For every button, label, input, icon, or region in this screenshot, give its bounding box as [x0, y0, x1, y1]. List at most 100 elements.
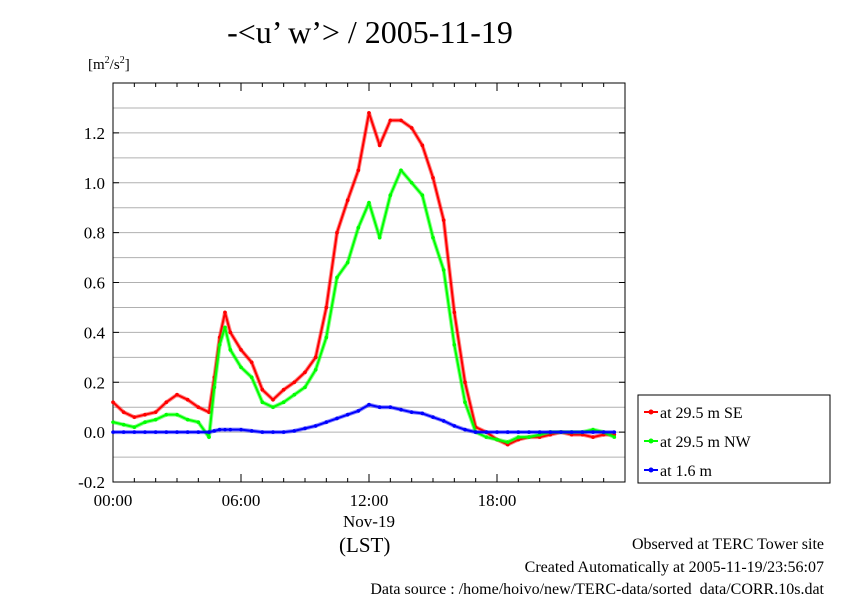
- data-point: [239, 365, 243, 370]
- data-point: [292, 429, 297, 433]
- data-point: [495, 430, 499, 434]
- data-point: [409, 180, 414, 185]
- data-point: [388, 405, 393, 409]
- legend-label: at 29.5 m SE: [660, 405, 743, 422]
- footer-created: Created Automatically at 2005-11-19/23:5…: [524, 559, 824, 576]
- data-point: [452, 424, 457, 428]
- data-point: [345, 198, 350, 203]
- chart-title: -<u’ w’> / 2005-11-19: [227, 14, 513, 50]
- data-point: [121, 410, 126, 414]
- data-point: [324, 305, 329, 310]
- data-point: [612, 435, 617, 439]
- data-point: [223, 325, 227, 330]
- data-point: [569, 430, 574, 434]
- data-point: [228, 348, 233, 352]
- data-point: [303, 370, 307, 375]
- x-axis-label: (LST): [339, 533, 391, 557]
- data-point: [388, 193, 393, 198]
- data-point: [143, 412, 147, 417]
- data-point: [591, 435, 595, 439]
- data-point: [260, 387, 265, 392]
- data-point: [196, 420, 201, 424]
- data-point: [271, 397, 275, 402]
- data-point: [431, 175, 435, 180]
- data-point: [452, 343, 457, 347]
- legend-box: [637, 394, 831, 484]
- data-point: [111, 400, 115, 405]
- data-point: [217, 343, 222, 347]
- data-point: [153, 417, 158, 422]
- data-point: [345, 412, 350, 417]
- data-point: [367, 111, 371, 115]
- data-point: [121, 422, 126, 427]
- data-point: [377, 143, 382, 148]
- data-point: [441, 268, 446, 272]
- data-point: [345, 260, 350, 265]
- data-point: [601, 430, 606, 434]
- data-point: [271, 430, 275, 434]
- data-point: [612, 430, 617, 434]
- data-point: [175, 392, 179, 397]
- data-point: [303, 385, 307, 390]
- data-point: [527, 430, 531, 434]
- data-point: [377, 235, 382, 240]
- data-point: [260, 400, 265, 405]
- y-tick-label: 0.4: [84, 323, 106, 342]
- data-point: [292, 392, 297, 397]
- data-point: [281, 387, 286, 392]
- x-tick-label: 06:00: [222, 491, 261, 510]
- data-point: [212, 429, 217, 433]
- data-point: [132, 425, 137, 429]
- y-tick-label: -0.2: [78, 473, 105, 492]
- data-point: [281, 400, 286, 405]
- data-point: [527, 435, 531, 439]
- footer-site: Observed at TERC Tower site: [631, 536, 824, 553]
- y-tick-label: 1.0: [84, 174, 105, 193]
- data-point: [580, 430, 585, 434]
- data-point: [484, 435, 489, 439]
- legend-label: at 1.6 m: [660, 463, 713, 480]
- data-point: [516, 435, 521, 439]
- data-point: [431, 235, 435, 240]
- data-point: [367, 402, 371, 407]
- data-point: [441, 218, 446, 222]
- data-point: [399, 407, 403, 412]
- data-point: [217, 335, 222, 340]
- data-point: [132, 415, 137, 419]
- data-point: [409, 410, 414, 414]
- data-point: [143, 420, 147, 424]
- data-point: [441, 419, 446, 423]
- data-point: [377, 405, 382, 409]
- data-point: [601, 432, 606, 437]
- data-point: [463, 380, 467, 385]
- data-point: [260, 430, 265, 434]
- data-point: [196, 430, 201, 434]
- data-point: [335, 230, 339, 235]
- data-point: [249, 375, 254, 380]
- data-point: [335, 416, 339, 421]
- data-point: [313, 424, 318, 428]
- data-point: [548, 430, 553, 434]
- data-point: [228, 427, 233, 432]
- data-point: [356, 168, 361, 173]
- data-point: [356, 409, 361, 413]
- data-point: [223, 310, 227, 315]
- legend-marker: [648, 409, 654, 415]
- legend-marker: [648, 438, 654, 444]
- data-point: [612, 432, 617, 437]
- data-point: [463, 427, 467, 432]
- data-point: [473, 430, 478, 434]
- data-point: [196, 405, 201, 409]
- data-point: [175, 412, 179, 417]
- footer-source: Data source : /home/hoivo/new/TERC-data/…: [370, 581, 824, 595]
- data-point: [399, 168, 403, 173]
- y-tick-label: 0.2: [84, 373, 105, 392]
- data-point: [207, 435, 211, 439]
- data-point: [121, 430, 126, 434]
- x-tick-label: 00:00: [94, 491, 133, 510]
- data-point: [537, 430, 542, 434]
- data-point: [335, 275, 339, 280]
- legend-marker: [648, 467, 654, 473]
- data-point: [495, 437, 499, 442]
